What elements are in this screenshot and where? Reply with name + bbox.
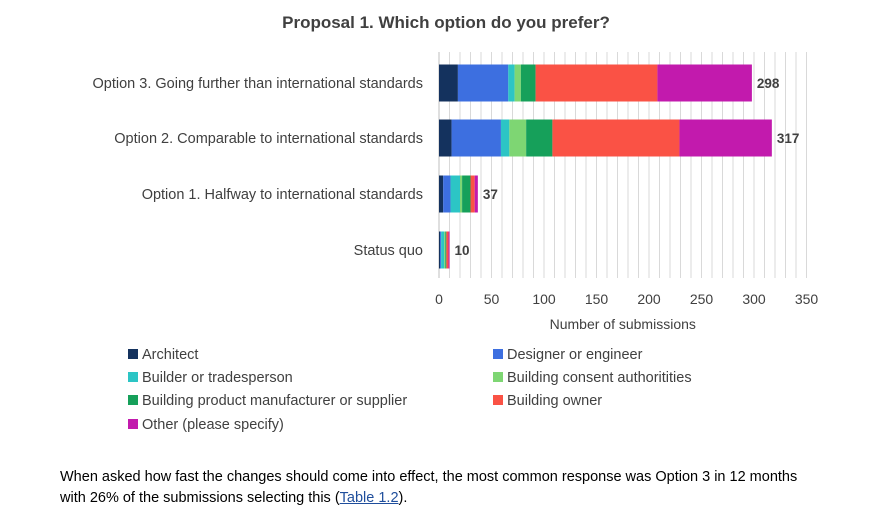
bar-segment xyxy=(439,231,441,269)
x-axis-label: Number of submissions xyxy=(550,316,696,332)
legend-item: Other (please specify) xyxy=(142,417,284,433)
bar-segment xyxy=(657,64,752,102)
bar-segment xyxy=(500,119,510,157)
category-label: Status quo xyxy=(354,243,423,259)
bar-segment xyxy=(440,231,442,269)
bar-segment xyxy=(448,231,450,269)
bar-segment xyxy=(526,119,553,157)
bar-segment xyxy=(457,64,509,102)
x-tick-label: 150 xyxy=(585,291,609,307)
x-tick-label: 350 xyxy=(795,291,819,307)
legend-item: Designer or engineer xyxy=(507,347,643,363)
bar-segment xyxy=(439,119,452,157)
bar-segment xyxy=(462,175,471,213)
x-tick-label: 0 xyxy=(435,291,443,307)
legend-item: Building consent authoritities xyxy=(507,370,692,386)
bar-segment xyxy=(451,119,501,157)
total-label: 10 xyxy=(455,243,470,258)
legend-swatch xyxy=(493,395,503,405)
bar-segment xyxy=(470,175,475,213)
legend-swatch xyxy=(128,349,138,359)
bar-segment xyxy=(679,119,772,157)
bar-segment xyxy=(441,231,445,269)
bar-segment xyxy=(445,231,447,269)
bar-segment xyxy=(535,64,658,102)
caption-paragraph: When asked how fast the changes should c… xyxy=(60,467,820,509)
bar-segment xyxy=(509,119,527,157)
bar-segment xyxy=(508,64,515,102)
total-label: 298 xyxy=(757,76,780,91)
bar-segment xyxy=(446,231,449,269)
legend-item: Building product manufacturer or supplie… xyxy=(142,393,407,409)
legend-item: Architect xyxy=(142,347,198,363)
bar-segment xyxy=(443,175,451,213)
x-tick-label: 200 xyxy=(637,291,661,307)
bar-segment xyxy=(552,119,680,157)
total-label: 37 xyxy=(483,187,498,202)
legend-swatch xyxy=(493,349,503,359)
bar-segment xyxy=(514,64,521,102)
x-tick-label: 50 xyxy=(484,291,500,307)
legend-swatch xyxy=(128,372,138,382)
total-label: 317 xyxy=(777,131,800,146)
chart-title: Proposal 1. Which option do you prefer? xyxy=(282,13,610,32)
x-tick-label: 300 xyxy=(742,291,766,307)
bar-segment xyxy=(450,175,460,213)
bar-segment xyxy=(460,175,463,213)
table-1-2-link[interactable]: Table 1.2 xyxy=(339,490,399,506)
category-label: Option 3. Going further than internation… xyxy=(93,76,423,92)
x-tick-label: 100 xyxy=(532,291,556,307)
bar-segment xyxy=(520,64,536,102)
category-label: Option 1. Halfway to international stand… xyxy=(142,187,423,203)
legend-swatch xyxy=(128,419,138,429)
legend-swatch xyxy=(493,372,503,382)
category-label: Option 2. Comparable to international st… xyxy=(114,131,423,147)
bar-segment xyxy=(439,175,444,213)
legend-item: Builder or tradesperson xyxy=(142,370,293,386)
x-tick-label: 250 xyxy=(690,291,714,307)
caption-text: When asked how fast the changes should c… xyxy=(60,469,798,506)
stacked-bar-chart: Proposal 1. Which option do you prefer? 0… xyxy=(93,13,819,433)
bar-segment xyxy=(439,64,458,102)
bar-segment xyxy=(444,231,446,269)
caption-text-end: ). xyxy=(398,490,408,506)
legend-swatch xyxy=(128,395,138,405)
legend-item: Building owner xyxy=(507,393,602,409)
bar-segment xyxy=(474,175,478,213)
